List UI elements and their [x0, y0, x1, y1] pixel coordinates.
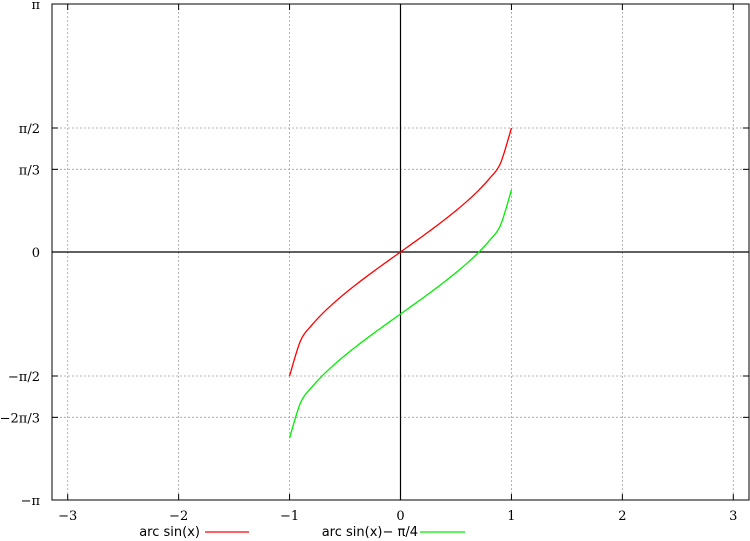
x-tick-labels: −3 −2 −1 0 1 2 3	[58, 4, 737, 524]
y-tick-label-5: −2π/3	[0, 411, 40, 426]
x-tick-label-6: 3	[729, 509, 737, 524]
legend-label-1: arc sin(x)− π/4	[322, 525, 418, 540]
x-tick-label-1: −2	[169, 509, 188, 524]
series-group	[288, 127, 513, 439]
y-tick-label-0: π	[31, 0, 40, 13]
x-tick-label-4: 1	[507, 509, 515, 524]
y-tick-label-2: π/3	[19, 163, 40, 178]
legend: arc sin(x) arc sin(x)− π/4	[139, 525, 465, 540]
x-tick-label-0: −3	[58, 509, 77, 524]
y-tick-label-4: −π/2	[8, 370, 40, 385]
x-tick-label-2: −1	[280, 509, 299, 524]
y-tick-label-3: 0	[32, 246, 40, 261]
x-tick-label-3: 0	[396, 509, 404, 524]
y-tick-label-1: π/2	[19, 122, 40, 137]
y-tick-label-6: −π	[21, 494, 41, 509]
series-line-1	[288, 189, 513, 439]
legend-label-0: arc sin(x)	[139, 525, 200, 540]
series-line-0	[288, 127, 513, 377]
x-tick-label-5: 2	[618, 509, 626, 524]
y-tick-labels: π π/2 π/3 0 −π/2 −2π/3 −π	[0, 0, 749, 509]
